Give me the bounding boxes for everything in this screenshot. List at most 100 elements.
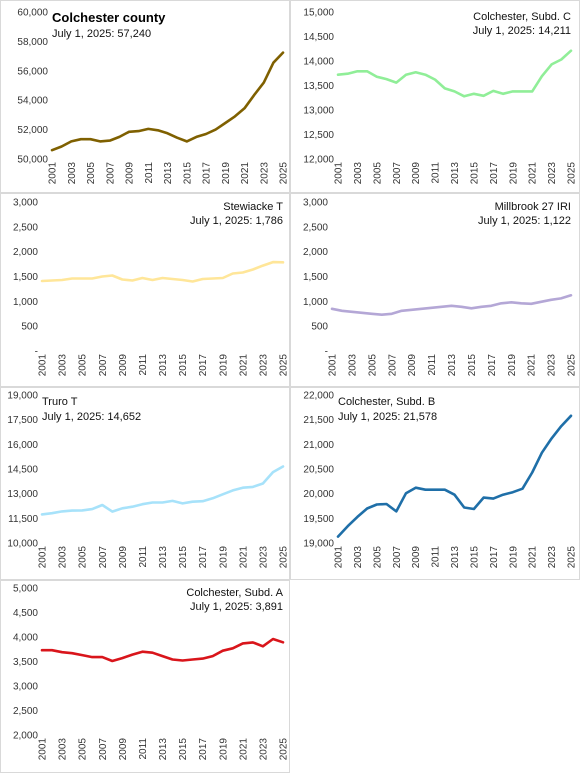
x-tick-label: 2019	[508, 546, 519, 569]
data-point	[262, 645, 264, 647]
data-point	[152, 279, 154, 281]
data-point	[61, 279, 63, 281]
data-point	[331, 308, 333, 310]
y-tick-label: 15,000	[303, 8, 334, 19]
y-tick-label: 3,000	[303, 198, 328, 209]
data-point	[510, 301, 512, 303]
data-point	[172, 659, 174, 661]
y-tick-label: 13,000	[7, 489, 38, 500]
x-tick-label: 2013	[450, 162, 461, 185]
y-tick-label: 54,000	[17, 96, 48, 107]
y-tick-label: 11,500	[8, 514, 38, 525]
y-tick-label: 1,000	[303, 297, 328, 308]
data-point	[551, 437, 553, 439]
data-point	[157, 129, 159, 131]
y-tick-label: 3,000	[13, 198, 38, 209]
data-point	[101, 276, 103, 278]
data-point	[522, 488, 524, 490]
x-tick-label: 2023	[547, 354, 558, 377]
x-tick-label: 2021	[238, 354, 249, 377]
x-tick-label: 2007	[387, 354, 398, 377]
data-point	[222, 277, 224, 279]
y-tick-label: 14,500	[303, 32, 334, 43]
x-tick-label: 2021	[527, 354, 538, 377]
series-line	[330, 294, 573, 316]
x-tick-label: 2013	[158, 546, 169, 569]
data-point	[444, 87, 446, 89]
data-point	[492, 498, 494, 500]
y-tick-label: 2,000	[13, 731, 38, 742]
data-point	[272, 261, 274, 263]
data-point	[242, 642, 244, 644]
x-tick-label: 2007	[98, 546, 109, 569]
data-point	[162, 655, 164, 657]
y-tick-label: 2,500	[13, 706, 38, 717]
data-point	[252, 641, 254, 643]
y-tick-label: 12,000	[303, 155, 334, 166]
x-tick-label: 2019	[218, 546, 229, 569]
data-point	[192, 281, 194, 283]
x-tick-label: 2009	[118, 354, 129, 377]
y-tick-label: 52,000	[17, 125, 48, 136]
x-tick-label: 2003	[353, 546, 364, 569]
data-point	[391, 313, 393, 315]
chart-subtitle: July 1, 2025: 1,786	[190, 215, 283, 227]
data-point	[162, 502, 164, 504]
data-point	[405, 492, 407, 494]
data-point	[483, 95, 485, 97]
data-point	[172, 500, 174, 502]
x-tick-label: 2009	[125, 162, 136, 185]
y-tick-label: 4,000	[13, 633, 38, 644]
data-point	[41, 649, 43, 651]
data-point	[461, 306, 463, 308]
y-tick-label: 19,000	[303, 539, 334, 550]
data-point	[282, 261, 284, 263]
data-point	[441, 306, 443, 308]
x-tick-label: 2015	[178, 354, 189, 377]
y-tick-label: 13,500	[303, 81, 334, 92]
data-point	[356, 70, 358, 72]
x-tick-label: 2007	[98, 354, 109, 377]
x-tick-label: 2005	[372, 162, 383, 185]
data-point	[550, 299, 552, 301]
chart-panel-7: 2,000 2,500 3,000 3,500 4,000 4,500 5,000 2001 2…	[0, 580, 290, 773]
y-tick-label: 50,000	[17, 155, 48, 166]
x-tick-label: 2019	[508, 162, 519, 185]
data-point	[512, 90, 514, 92]
y-tick-label: 20,500	[303, 465, 334, 476]
x-tick-label: 2025	[279, 738, 290, 761]
data-point	[61, 510, 63, 512]
panel-border	[0, 580, 290, 773]
data-point	[272, 638, 274, 640]
x-tick-label: 2005	[367, 354, 378, 377]
data-point	[192, 659, 194, 661]
y-tick-label: 12,500	[303, 130, 334, 141]
x-tick-label: 2007	[98, 738, 109, 761]
x-tick-label: 2001	[334, 162, 345, 185]
data-point	[263, 82, 265, 84]
x-tick-label: 2015	[469, 162, 480, 185]
x-tick-label: 2001	[334, 546, 345, 569]
data-point	[376, 76, 378, 78]
y-tick-label: 19,500	[303, 514, 334, 525]
x-tick-label: 2023	[547, 546, 558, 569]
panel-border	[290, 0, 580, 193]
data-point	[361, 312, 363, 314]
data-point	[212, 655, 214, 657]
data-point	[109, 140, 111, 142]
data-point	[195, 136, 197, 138]
data-point	[99, 140, 101, 142]
data-point	[232, 489, 234, 491]
x-tick-label: 2023	[547, 162, 558, 185]
data-point	[91, 278, 93, 280]
data-point	[182, 279, 184, 281]
data-point	[262, 483, 264, 485]
data-point	[131, 280, 133, 282]
x-tick-label: 2011	[138, 738, 149, 760]
data-point	[522, 90, 524, 92]
chart-title: Truro T	[42, 396, 78, 408]
data-point	[272, 471, 274, 473]
x-tick-label: 2023	[258, 738, 269, 761]
x-tick-label: 2009	[411, 162, 422, 185]
data-point	[272, 62, 274, 64]
